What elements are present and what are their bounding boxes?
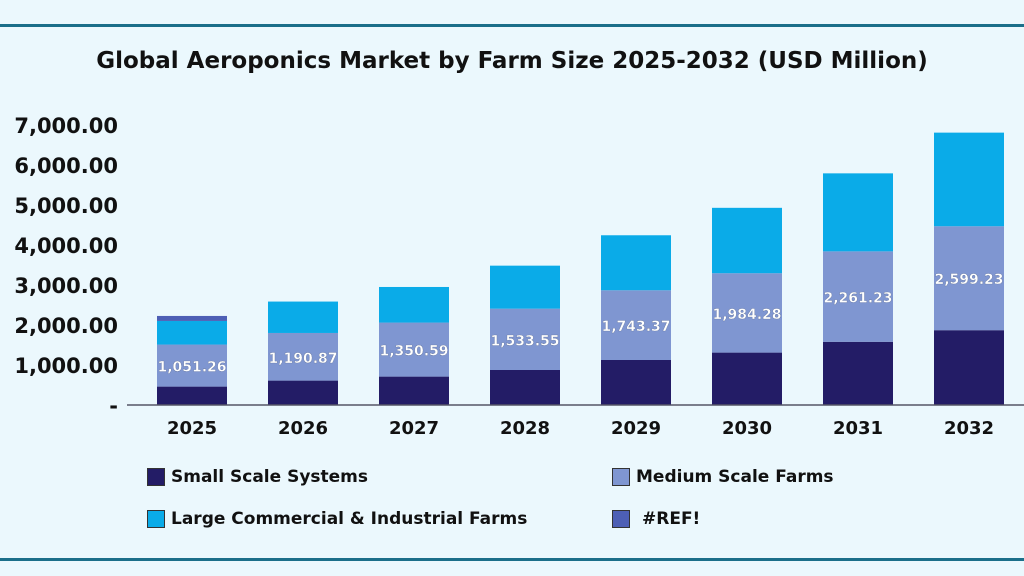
legend-swatch: [147, 468, 165, 486]
chart-title: Global Aeroponics Market by Farm Size 20…: [96, 48, 928, 74]
legend-swatch: [612, 510, 630, 528]
bar-segment: [712, 273, 782, 353]
data-label: 2,261.23: [823, 291, 892, 307]
bar-segment: [823, 341, 893, 405]
bar-segment: [268, 380, 338, 405]
data-label: 1,190.87: [268, 351, 337, 367]
data-label: 1,743.37: [601, 319, 670, 335]
y-tick-label: 1,000.00: [14, 354, 118, 378]
legend-swatch: [147, 510, 165, 528]
bar-segment: [934, 226, 1004, 331]
bar-segment: [157, 320, 227, 345]
y-tick-label: 3,000.00: [14, 274, 118, 298]
bar-segment: [379, 376, 449, 405]
data-label: 2,599.23: [934, 272, 1003, 288]
legend-label: Medium Scale Farms: [636, 467, 834, 487]
x-tick-label: 2028: [500, 418, 550, 439]
data-label: 1,350.59: [379, 344, 448, 360]
legend-item: Small Scale Systems: [147, 467, 368, 487]
legend-label: #REF!: [642, 509, 701, 529]
bar-segment: [268, 301, 338, 333]
bar-segment: [490, 370, 560, 405]
bar-segment: [601, 235, 671, 291]
legend-label: Large Commercial & Industrial Farms: [171, 509, 528, 529]
bar-segment: [712, 207, 782, 274]
x-tick-label: 2029: [611, 418, 661, 439]
legend-item: Medium Scale Farms: [612, 467, 834, 487]
y-tick-label: 5,000.00: [14, 194, 118, 218]
legend-item: #REF!: [612, 509, 700, 529]
bars: 1,051.26 1,190.87 1,350.59 1,533.55 1,743.37…: [157, 132, 1004, 405]
bar-segment: [379, 322, 449, 377]
y-tick-label: 7,000.00: [14, 114, 118, 138]
x-tick-label: 2030: [722, 418, 772, 439]
bottom-rule: [0, 558, 1024, 561]
bar-segment: [823, 251, 893, 342]
bar-segment: [712, 352, 782, 405]
bar-segment: [490, 308, 560, 370]
y-tick-label: -: [109, 394, 118, 418]
bar-segment: [601, 290, 671, 360]
x-axis: 2025 2026 2027 2028 2029 2030 2031 2032: [167, 418, 994, 439]
bar-segment: [157, 344, 227, 387]
legend-swatch: [612, 468, 630, 486]
bar-segment: [823, 173, 893, 252]
y-tick-label: 6,000.00: [14, 154, 118, 178]
x-tick-label: 2031: [833, 418, 883, 439]
bar-segment: [934, 132, 1004, 227]
y-tick-label: 2,000.00: [14, 314, 118, 338]
x-tick-label: 2027: [389, 418, 439, 439]
x-tick-label: 2032: [944, 418, 994, 439]
bar-segment: [157, 315, 227, 321]
data-label: 1,984.28: [712, 307, 781, 323]
data-label: 1,533.55: [490, 333, 559, 349]
x-tick-label: 2025: [167, 418, 217, 439]
legend-item: Large Commercial & Industrial Farms: [147, 509, 527, 529]
data-label: 1,051.26: [157, 360, 226, 376]
legend-label: Small Scale Systems: [171, 467, 369, 487]
top-rule: [0, 24, 1024, 27]
bar-segment: [157, 386, 227, 405]
bar-segment: [601, 360, 671, 405]
bar-segment: [379, 286, 449, 323]
y-tick-label: 4,000.00: [14, 234, 118, 258]
bar-segment: [934, 330, 1004, 405]
y-axis: - 1,000.00 2,000.00 3,000.00 4,000.00 5,000.0…: [14, 114, 118, 418]
bar-segment: [268, 332, 338, 381]
x-tick-label: 2026: [278, 418, 328, 439]
bar-segment: [490, 265, 560, 309]
